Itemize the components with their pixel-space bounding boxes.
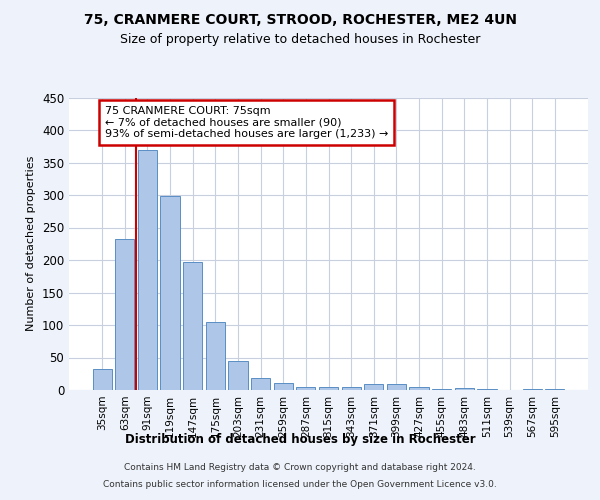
Bar: [274, 383, 293, 390]
Bar: [523, 388, 542, 390]
Bar: [455, 388, 474, 390]
Bar: [296, 388, 316, 390]
Bar: [138, 150, 157, 390]
Bar: [115, 238, 134, 390]
Bar: [319, 387, 338, 390]
Bar: [545, 388, 565, 390]
Bar: [387, 384, 406, 390]
Bar: [92, 368, 112, 390]
Bar: [160, 196, 180, 390]
Y-axis label: Number of detached properties: Number of detached properties: [26, 156, 37, 332]
Text: Size of property relative to detached houses in Rochester: Size of property relative to detached ho…: [120, 32, 480, 46]
Text: 75 CRANMERE COURT: 75sqm
← 7% of detached houses are smaller (90)
93% of semi-de: 75 CRANMERE COURT: 75sqm ← 7% of detache…: [105, 106, 388, 139]
Text: Distribution of detached houses by size in Rochester: Distribution of detached houses by size …: [125, 432, 475, 446]
Text: Contains public sector information licensed under the Open Government Licence v3: Contains public sector information licen…: [103, 480, 497, 489]
Bar: [206, 322, 225, 390]
Bar: [251, 378, 270, 390]
Bar: [341, 388, 361, 390]
Bar: [183, 262, 202, 390]
Text: 75, CRANMERE COURT, STROOD, ROCHESTER, ME2 4UN: 75, CRANMERE COURT, STROOD, ROCHESTER, M…: [83, 12, 517, 26]
Bar: [432, 388, 451, 390]
Text: Contains HM Land Registry data © Crown copyright and database right 2024.: Contains HM Land Registry data © Crown c…: [124, 464, 476, 472]
Bar: [477, 388, 497, 390]
Bar: [409, 387, 428, 390]
Bar: [229, 361, 248, 390]
Bar: [364, 384, 383, 390]
